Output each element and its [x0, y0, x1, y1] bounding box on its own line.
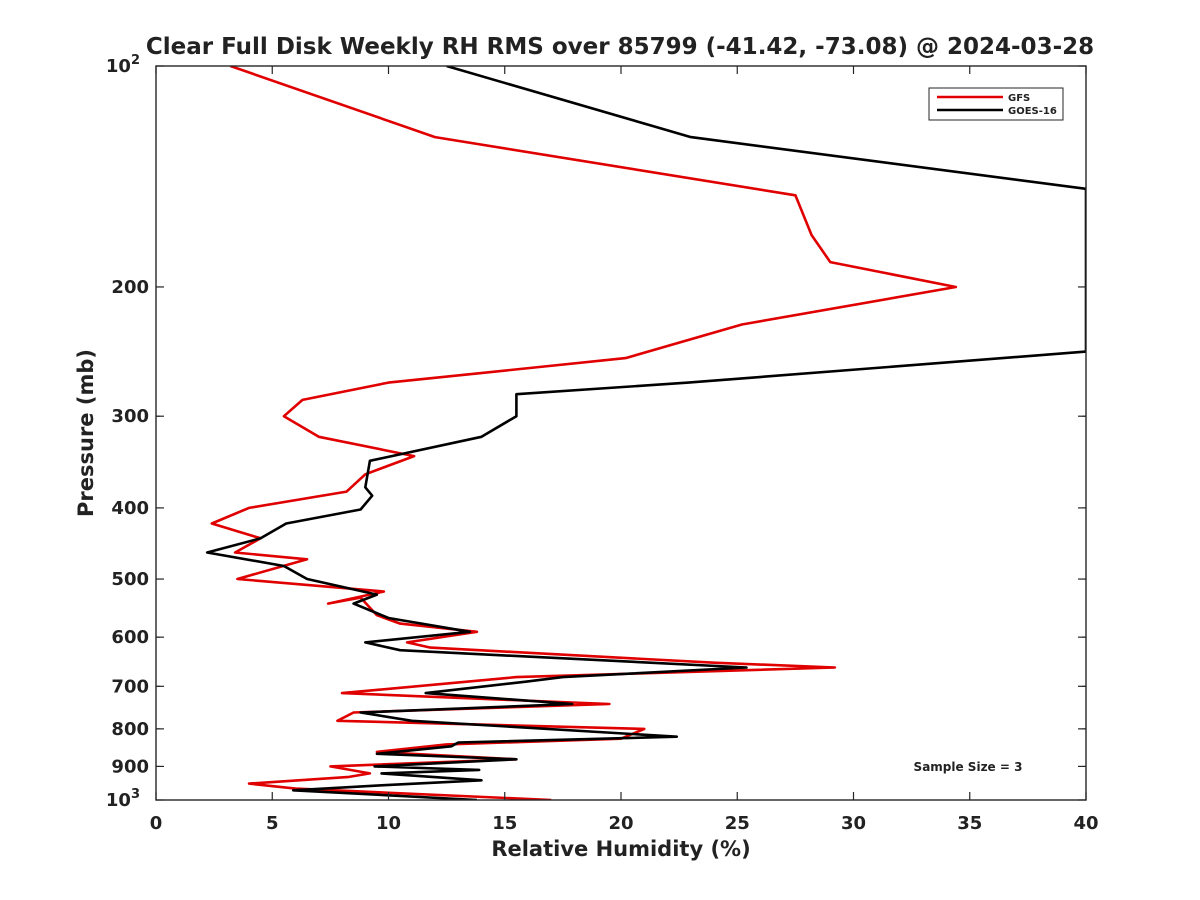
- x-tick-label: 0: [150, 813, 163, 834]
- x-tick-label: 25: [725, 813, 750, 834]
- y-tick-label: 400: [111, 498, 149, 519]
- y-tick-label: 700: [111, 676, 149, 697]
- y-tick-label: 600: [111, 627, 149, 648]
- x-tick-label: 35: [957, 813, 982, 834]
- legend: GFS GOES-16: [928, 87, 1064, 121]
- y-tick-label: 300: [111, 406, 149, 427]
- legend-box: [928, 87, 1064, 121]
- y-tick-label: 900: [111, 756, 149, 777]
- chart-title: Clear Full Disk Weekly RH RMS over 85799…: [146, 34, 1094, 60]
- x-tick-label: 20: [608, 813, 633, 834]
- x-tick-label: 15: [492, 813, 517, 834]
- legend-label-goes-16: GOES-16: [1008, 106, 1057, 117]
- x-tick-label: 10: [376, 813, 401, 834]
- series-line-gfs: [210, 66, 958, 800]
- plot-content: [205, 66, 1086, 800]
- x-axis: 0 5 10 15 20 25 30 35 40: [150, 66, 1099, 834]
- y-tick-label: 800: [111, 719, 149, 740]
- x-axis-label: Relative Humidity (%): [491, 837, 750, 861]
- y-tick-label: 200: [111, 277, 149, 298]
- legend-label-gfs: GFS: [1008, 93, 1030, 104]
- x-tick-label: 30: [841, 813, 866, 834]
- y-tick-label: 500: [111, 569, 149, 590]
- sample-size-annotation: Sample Size = 3: [914, 760, 1023, 774]
- y-axis-label: Pressure (mb): [74, 349, 98, 517]
- x-tick-label: 5: [266, 813, 279, 834]
- series-line-goes-16: [205, 66, 1086, 800]
- x-tick-label: 40: [1073, 813, 1098, 834]
